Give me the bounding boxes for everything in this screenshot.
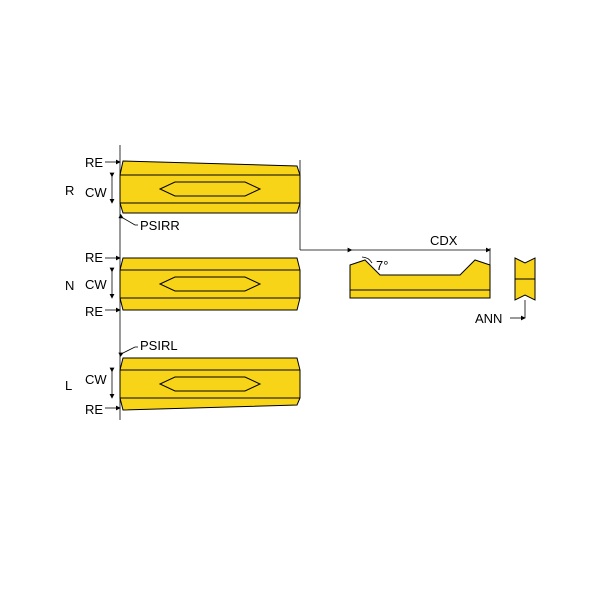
label-re: RE bbox=[85, 402, 103, 417]
row-letter: R bbox=[65, 183, 74, 198]
label-re: RE bbox=[85, 250, 103, 265]
side-view: CDX 7° bbox=[350, 233, 490, 298]
row-l: L PSIRL CW RE bbox=[65, 338, 300, 417]
label-psirr: PSIRR bbox=[140, 218, 180, 233]
row-letter: L bbox=[65, 378, 72, 393]
technical-diagram: R RE CW PSIRR N RE CW RE bbox=[0, 0, 600, 600]
label-re: RE bbox=[85, 304, 103, 319]
label-cw: CW bbox=[85, 277, 107, 292]
label-cdx: CDX bbox=[430, 233, 458, 248]
label-angle: 7° bbox=[376, 258, 388, 273]
row-n: N RE CW RE bbox=[65, 250, 300, 319]
row-r: R RE CW PSIRR bbox=[65, 155, 300, 233]
label-ann: ANN bbox=[475, 311, 502, 326]
label-cw: CW bbox=[85, 185, 107, 200]
row-letter: N bbox=[65, 278, 74, 293]
label-cw: CW bbox=[85, 372, 107, 387]
label-re: RE bbox=[85, 155, 103, 170]
label-psirl: PSIRL bbox=[140, 338, 178, 353]
